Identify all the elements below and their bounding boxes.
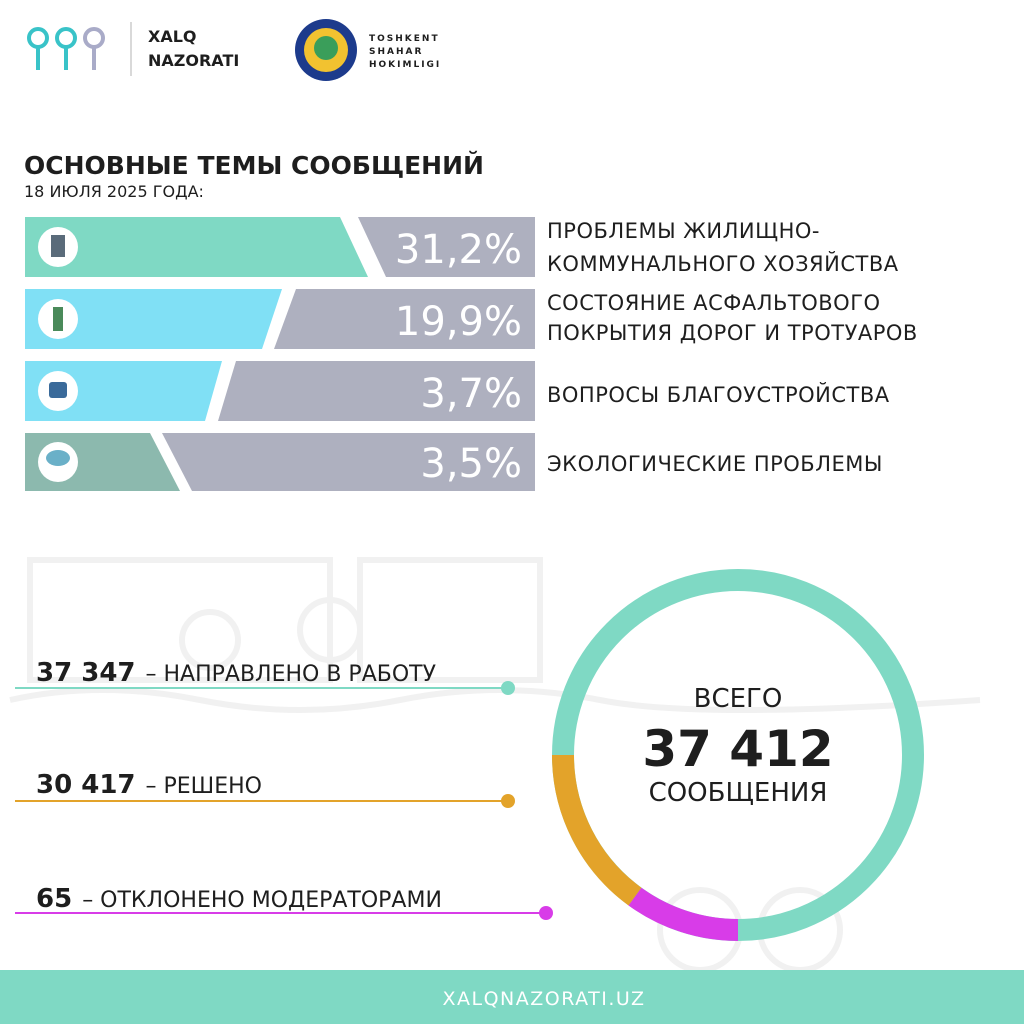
partner-line: SHAHAR [369, 47, 423, 57]
topic-label: СОСТОЯНИЕ АСФАЛЬТОВОГО [547, 291, 881, 315]
footer-link: XALQNAZORATI.UZ [442, 988, 645, 1010]
subtitle: 18 ИЮЛЯ 2025 ГОДА: [24, 182, 204, 201]
footer-bar [0, 970, 1024, 1024]
stat: 37 347 – НАПРАВЛЕНО В РАБОТУ [36, 658, 437, 688]
donut [551, 569, 924, 942]
total-top: ВСЕГО [694, 684, 783, 714]
stat-label: – НАПРАВЛЕНО В РАБОТУ [146, 662, 437, 687]
stat: 65 – ОТКЛОНЕНО МОДЕРАТОРАМИ [36, 884, 442, 914]
topic-label: КОММУНАЛЬНОГО ХОЗЯЙСТВА [547, 251, 899, 276]
bar-segment [358, 217, 535, 277]
bar-segment [274, 289, 535, 349]
title: ОСНОВНЫЕ ТЕМЫ СООБЩЕНИЙ [24, 151, 484, 180]
logo [27, 27, 105, 70]
topic-label: ЭКОЛОГИЧЕСКИЕ ПРОБЛЕМЫ [547, 452, 883, 476]
stat-label: – ОТКЛОНЕНО МОДЕРАТОРАМИ [82, 888, 442, 913]
total-bottom: СООБЩЕНИЯ [649, 778, 828, 808]
background-illustration [9, 557, 981, 973]
bar-segment [162, 433, 535, 491]
stat-number: 37 347 [36, 658, 136, 688]
topic-share: 3,5% [420, 441, 522, 487]
bar-segment [218, 361, 535, 421]
stats [15, 681, 553, 920]
bar-segment [25, 361, 222, 421]
stat-number: 30 417 [36, 770, 136, 800]
topic-share: 31,2% [395, 227, 522, 273]
topic-share: 3,7% [420, 371, 522, 417]
bar-segment [25, 217, 368, 277]
topic-bars [25, 217, 535, 491]
bar-segment [25, 289, 282, 349]
partner-line: HOKIMLIGI [369, 60, 441, 70]
brand-line: NAZORATI [148, 51, 239, 70]
brand-line: XALQ [148, 27, 197, 46]
city-emblem [295, 19, 357, 81]
topic-label: ПРОБЛЕМЫ ЖИЛИЩНО- [547, 219, 820, 243]
topic-share: 19,9% [395, 299, 522, 345]
stat-number: 65 [36, 884, 72, 914]
topic-label: ПОКРЫТИЯ ДОРОГ И ТРОТУАРОВ [547, 321, 918, 345]
stat: 30 417 – РЕШЕНО [36, 770, 262, 800]
partner-line: TOSHKENT [369, 34, 440, 44]
stat-label: – РЕШЕНО [146, 774, 262, 799]
topic-label: ВОПРОСЫ БЛАГОУСТРОЙСТВА [547, 382, 890, 407]
total-number: 37 412 [642, 720, 833, 778]
